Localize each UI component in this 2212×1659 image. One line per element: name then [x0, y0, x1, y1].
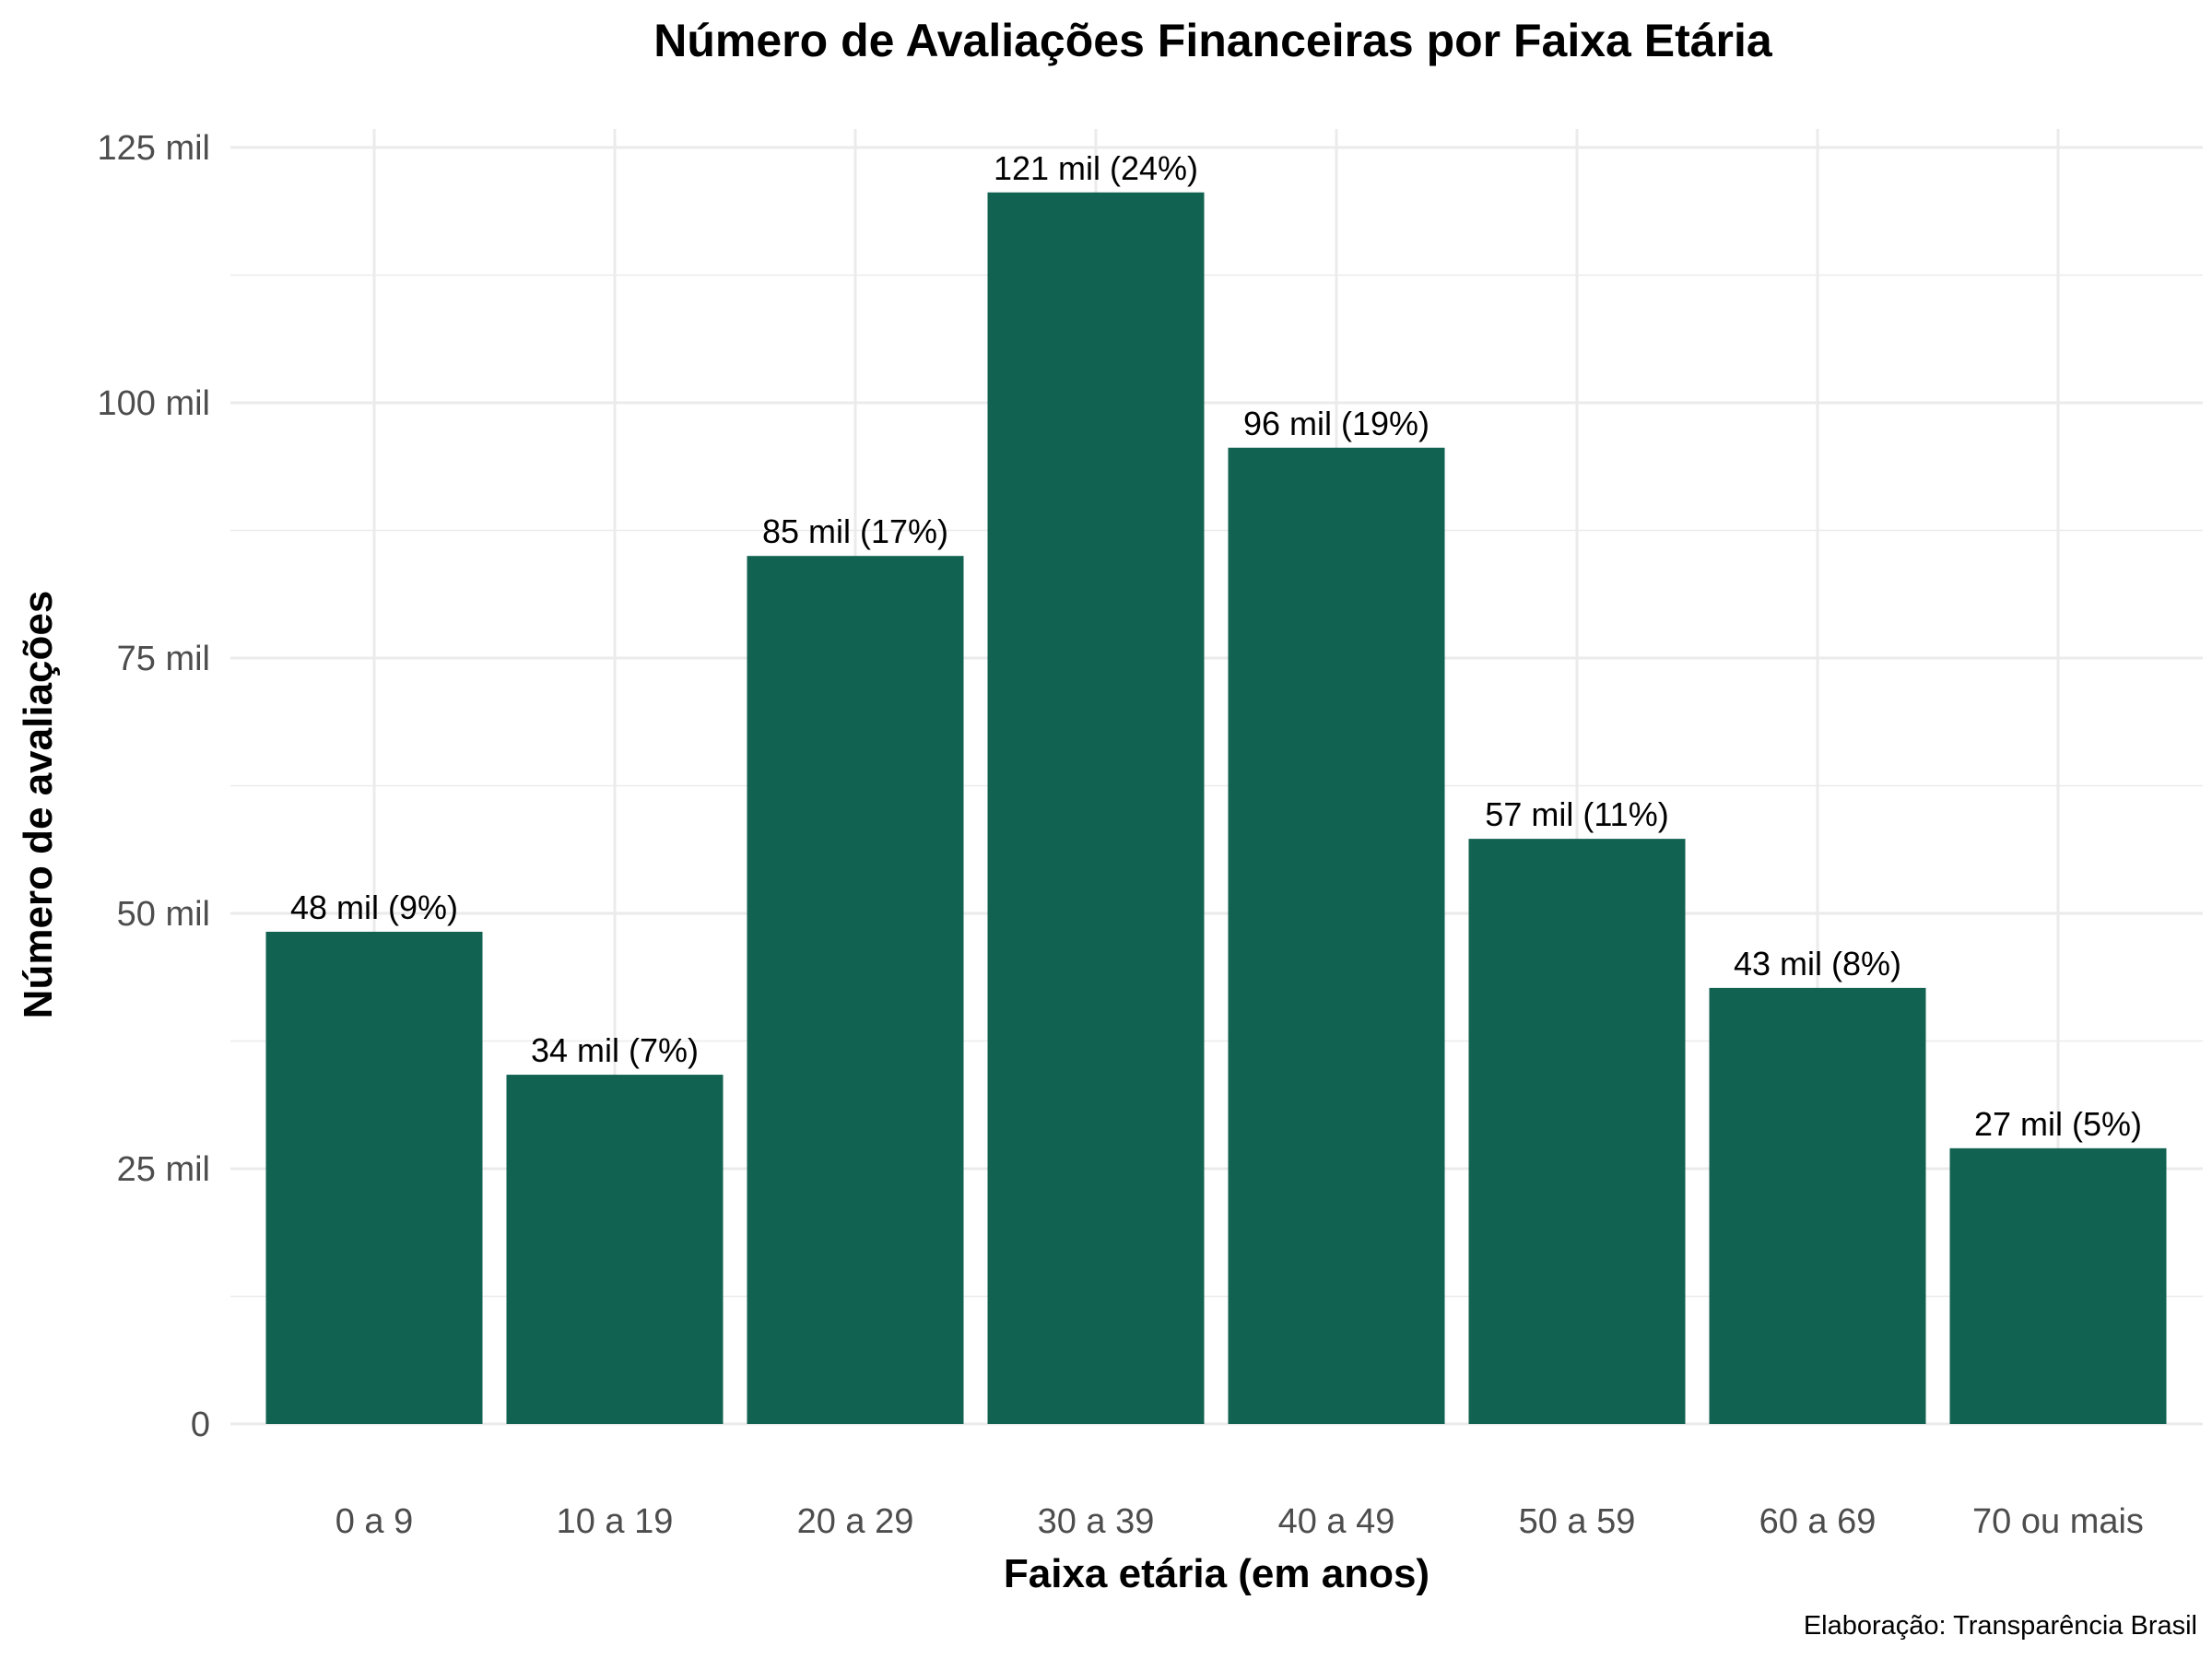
- bar: [1468, 839, 1686, 1424]
- bar-data-label: 57 mil (11%): [1485, 795, 1668, 833]
- x-tick-label: 50 a 59: [1519, 1502, 1636, 1541]
- x-tick-label: 0 a 9: [335, 1502, 414, 1541]
- bar-data-label: 34 mil (7%): [531, 1031, 699, 1069]
- bar: [265, 931, 483, 1424]
- bar: [987, 192, 1205, 1425]
- x-tick-label: 10 a 19: [557, 1502, 674, 1541]
- x-tick-label: 40 a 49: [1278, 1502, 1395, 1541]
- x-tick-label: 60 a 69: [1759, 1502, 1877, 1541]
- y-tick-label: 0: [191, 1406, 210, 1444]
- x-tick-label: 20 a 29: [797, 1502, 914, 1541]
- y-axis-ticks: 0 25 mil 50 mil 75 mil 100 mil 125 mil: [98, 129, 211, 1444]
- bar: [1949, 1147, 2167, 1424]
- bar-data-label: 85 mil (17%): [762, 512, 948, 550]
- bars: [265, 192, 2167, 1425]
- x-axis-ticks: 0 a 9 10 a 19 20 a 29 30 a 39 40 a 49 50 a 59…: [335, 1502, 2144, 1541]
- bar: [506, 1075, 724, 1424]
- chart-caption: Elaboração: Transparência Brasil: [1804, 1611, 2197, 1641]
- bar-data-label: 96 mil (19%): [1243, 405, 1430, 442]
- bar: [1709, 987, 1926, 1424]
- y-tick-label: 100 mil: [98, 384, 211, 423]
- bar-data-label: 43 mil (8%): [1734, 945, 1901, 982]
- x-tick-label: 70 ou mais: [1972, 1502, 2144, 1541]
- bar-data-label: 121 mil (24%): [994, 149, 1198, 187]
- bar: [1228, 447, 1445, 1425]
- y-axis-title: Número de avaliações: [16, 591, 61, 1019]
- bar-data-labels: 48 mil (9%) 34 mil (7%) 85 mil (17%) 121 mi…: [290, 149, 2142, 1143]
- y-tick-label: 50 mil: [117, 895, 210, 934]
- bar: [747, 556, 964, 1424]
- bar-data-label: 27 mil (5%): [1974, 1105, 2142, 1143]
- x-tick-label: 30 a 39: [1038, 1502, 1155, 1541]
- x-axis-title: Faixa etária (em anos): [1004, 1551, 1430, 1596]
- y-tick-label: 125 mil: [98, 129, 211, 168]
- bar-data-label: 48 mil (9%): [290, 888, 458, 926]
- y-tick-label: 25 mil: [117, 1150, 210, 1189]
- y-tick-label: 75 mil: [117, 640, 210, 678]
- chart-title: Número de Avaliações Financeiras por Fai…: [653, 15, 1773, 66]
